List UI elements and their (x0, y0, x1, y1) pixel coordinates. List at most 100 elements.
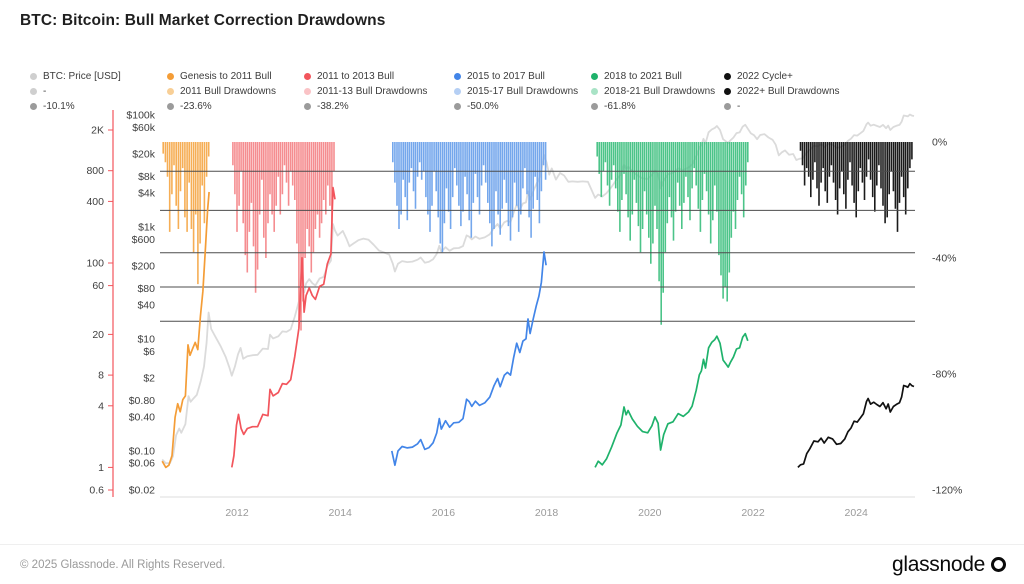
legend-dot-icon (591, 103, 598, 110)
legend-item-label: BTC: Price [USD] (43, 71, 121, 82)
legend-dot-icon (167, 88, 174, 95)
legend-item[interactable]: 2015-17 Bull Drawdowns (454, 85, 578, 98)
legend-dot-icon (591, 88, 598, 95)
legend-item[interactable]: 2022+ Bull Drawdowns (724, 85, 840, 98)
legend-item-label: 2018-21 Bull Drawdowns (604, 86, 716, 97)
year-tick: 2022 (741, 507, 765, 519)
legend-item[interactable]: 2018 to 2021 Bull (591, 70, 715, 83)
legend-item-label: 2011-13 Bull Drawdowns (317, 86, 428, 97)
legend-column: 2011 to 2013 Bull 2011-13 Bull Drawdowns -… (304, 70, 427, 113)
glassnode-logo-text: glassnode (891, 552, 985, 576)
page-footer: © 2025 Glassnode. All Rights Reserved. g… (0, 544, 1024, 584)
price-axis-tick: $6 (143, 346, 155, 358)
price-axis-tick: $80 (137, 283, 155, 295)
legend-item-label: - (737, 101, 741, 112)
legend-item-label: 2011 to 2013 Bull (317, 71, 395, 82)
legend-dot-icon (724, 103, 731, 110)
price-axis-tick: $200 (132, 261, 156, 273)
legend-item[interactable]: 2011 Bull Drawdowns (167, 85, 276, 98)
legend-item-label: -10.1% (43, 101, 75, 112)
legend-column: 2022 Cycle+ 2022+ Bull Drawdowns - (724, 70, 840, 113)
legend-dot-icon (454, 103, 461, 110)
legend-column: 2018 to 2021 Bull 2018-21 Bull Drawdowns -… (591, 70, 715, 113)
drawdown-axis-tick: -120% (932, 485, 962, 497)
legend-item-label: -23.6% (180, 101, 212, 112)
legend-dot-icon (454, 73, 461, 80)
legend-dot-icon (724, 88, 731, 95)
legend-item[interactable]: 2011-13 Bull Drawdowns (304, 85, 427, 98)
2011-2013-performance-line (230, 186, 336, 468)
price-axis-tick: $100k (126, 110, 155, 122)
drawdown-axis-tick: 0% (932, 137, 947, 149)
price-axis-tick: $4k (138, 188, 156, 200)
2011-2013-drawdown-bars (232, 142, 335, 331)
year-tick: 2016 (432, 507, 456, 519)
legend-item-label: 2018 to 2021 Bull (604, 71, 682, 82)
legend-dot-icon (167, 73, 174, 80)
drawdown-axis-tick: -80% (932, 369, 957, 381)
legend-item[interactable]: -38.2% (304, 100, 427, 113)
chart-legend: BTC: Price [USD] - -10.1% Genesis to 2011 B… (0, 70, 1024, 118)
performance-axis-tick: 100 (86, 258, 104, 270)
legend-item[interactable]: -50.0% (454, 100, 578, 113)
price-axis-tick: $60k (132, 122, 156, 134)
legend-item-label: 2022+ Bull Drawdowns (737, 86, 840, 97)
price-axis-tick: $10 (137, 333, 155, 345)
legend-item-label: -38.2% (317, 101, 349, 112)
year-tick: 2024 (845, 507, 869, 519)
legend-item[interactable]: - (724, 100, 840, 113)
performance-axis-tick: 800 (86, 165, 104, 177)
legend-dot-icon (30, 88, 37, 95)
legend-item-label: Genesis to 2011 Bull (180, 71, 272, 82)
price-axis-tick: $0.10 (129, 445, 155, 457)
legend-dot-icon (30, 73, 37, 80)
genesis-2011-drawdown-bars (162, 142, 210, 285)
performance-axis-tick: 0.6 (89, 485, 104, 497)
legend-dot-icon (304, 103, 311, 110)
legend-dot-icon (304, 73, 311, 80)
legend-item[interactable]: Genesis to 2011 Bull (167, 70, 276, 83)
price-axis-tick: $600 (132, 234, 156, 246)
legend-dot-icon (30, 103, 37, 110)
legend-item[interactable]: 2018-21 Bull Drawdowns (591, 85, 715, 98)
2015-2017-drawdown-bars (392, 142, 547, 253)
legend-item-label: - (43, 86, 47, 97)
legend-dot-icon (304, 88, 311, 95)
2018-2021-drawdown-bars (596, 142, 749, 325)
price-axis-tick: $0.02 (129, 484, 155, 496)
legend-item[interactable]: -23.6% (167, 100, 276, 113)
legend-item[interactable]: -10.1% (30, 100, 121, 113)
legend-item-label: 2015-17 Bull Drawdowns (467, 86, 579, 97)
price-axis-tick: $0.40 (129, 412, 155, 424)
2022-plus-drawdown-bars (799, 142, 913, 232)
drawdown-axis-tick: -40% (932, 253, 957, 265)
performance-axis-tick: 1 (98, 462, 104, 474)
legend-item[interactable]: 2015 to 2017 Bull (454, 70, 578, 83)
price-axis-tick: $0.80 (129, 395, 155, 407)
price-axis-tick: $2 (143, 373, 155, 385)
performance-axis-tick: 400 (86, 196, 104, 208)
legend-item[interactable]: 2022 Cycle+ (724, 70, 840, 83)
legend-item[interactable]: - (30, 85, 121, 98)
legend-item[interactable]: BTC: Price [USD] (30, 70, 121, 83)
legend-item[interactable]: -61.8% (591, 100, 715, 113)
price-axis-tick: $1k (138, 221, 156, 233)
2018-2021-performance-line (594, 332, 749, 468)
year-tick: 2014 (329, 507, 353, 519)
price-axis-tick: $0.06 (129, 458, 155, 470)
legend-dot-icon (724, 73, 731, 80)
legend-dot-icon (591, 73, 598, 80)
glassnode-logo: glassnode (892, 553, 1006, 577)
price-axis-tick: $8k (138, 171, 156, 183)
year-tick: 2012 (225, 507, 249, 519)
performance-axis-tick: 8 (98, 370, 104, 382)
2015-2017-performance-line (390, 251, 547, 467)
legend-item-label: -61.8% (604, 101, 636, 112)
legend-item-label: 2011 Bull Drawdowns (180, 86, 276, 97)
price-axis-tick: $20k (132, 149, 156, 161)
genesis-2011-performance-line (161, 191, 210, 469)
legend-column: BTC: Price [USD] - -10.1% (30, 70, 121, 113)
legend-item[interactable]: 2011 to 2013 Bull (304, 70, 427, 83)
